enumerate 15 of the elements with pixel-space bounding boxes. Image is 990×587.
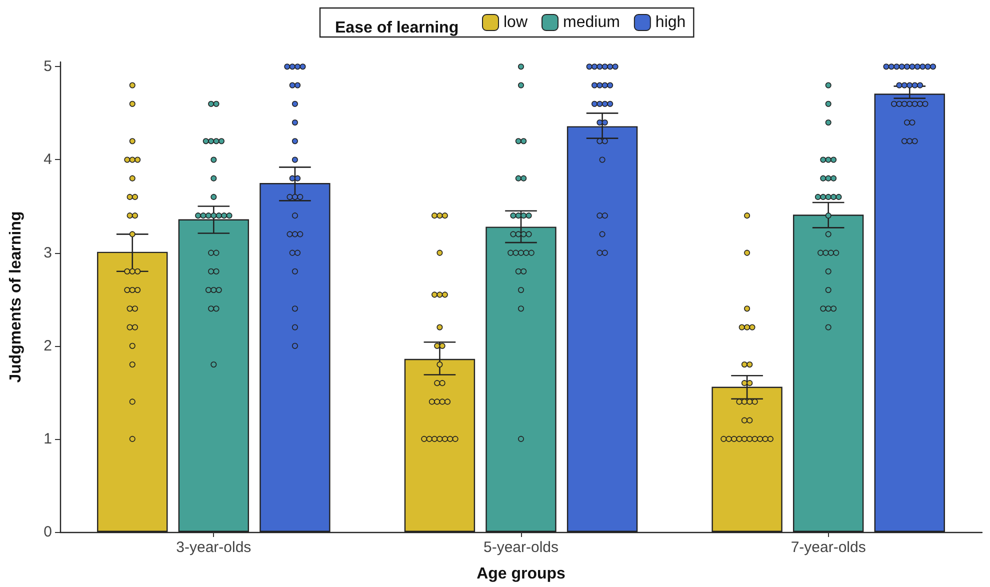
y-tick-label: 4	[44, 151, 52, 168]
y-tick-label: 2	[44, 337, 52, 354]
y-tick-label: 5	[44, 58, 52, 76]
y-tick-label: 1	[44, 430, 52, 448]
y-tick-label: 0	[44, 524, 52, 540]
legend-label: high	[655, 14, 686, 31]
x-tick-label: 3-year-olds	[176, 539, 252, 556]
x-tick-label: 5-year-olds	[483, 539, 559, 556]
x-axis-title: Age groups	[476, 566, 566, 582]
legend-title: Ease of learning	[335, 20, 459, 36]
y-axis-title: Judgments of learning	[8, 211, 24, 383]
y-tick-label: 3	[44, 244, 52, 262]
legend-label: low	[504, 14, 528, 31]
legend-label: medium	[563, 14, 620, 31]
x-tick-label: 7-year-olds	[790, 539, 866, 556]
